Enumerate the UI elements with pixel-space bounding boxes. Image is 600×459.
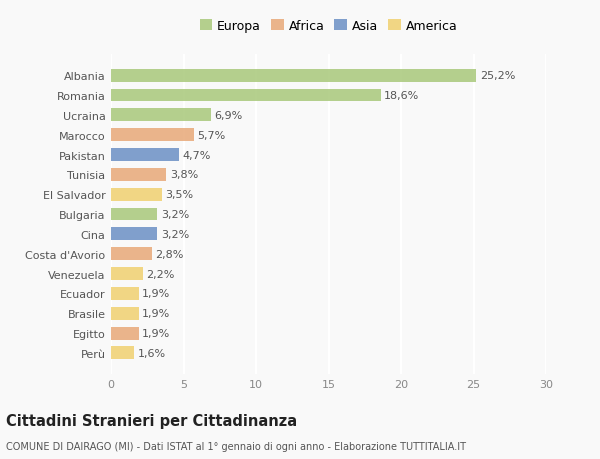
Text: 2,2%: 2,2% (146, 269, 175, 279)
Text: 2,8%: 2,8% (155, 249, 184, 259)
Bar (111, 129, 194, 142)
Bar (111, 90, 381, 102)
Bar (111, 347, 134, 359)
Bar (111, 168, 166, 181)
Bar (111, 70, 476, 83)
Text: 3,5%: 3,5% (166, 190, 193, 200)
Bar (111, 208, 157, 221)
Text: 3,2%: 3,2% (161, 230, 189, 239)
Bar (111, 149, 179, 162)
Bar (111, 268, 143, 280)
Text: 5,7%: 5,7% (197, 130, 226, 140)
Bar (111, 109, 211, 122)
Text: 18,6%: 18,6% (385, 91, 419, 101)
Text: 25,2%: 25,2% (480, 71, 515, 81)
Text: Cittadini Stranieri per Cittadinanza: Cittadini Stranieri per Cittadinanza (6, 413, 297, 428)
Text: 4,7%: 4,7% (183, 150, 211, 160)
Text: 1,9%: 1,9% (142, 328, 170, 338)
Text: 6,9%: 6,9% (215, 111, 243, 121)
Bar (111, 248, 152, 261)
Text: 1,9%: 1,9% (142, 289, 170, 299)
Bar (111, 188, 162, 201)
Bar (111, 287, 139, 300)
Text: 3,2%: 3,2% (161, 210, 189, 219)
Text: COMUNE DI DAIRAGO (MI) - Dati ISTAT al 1° gennaio di ogni anno - Elaborazione TU: COMUNE DI DAIRAGO (MI) - Dati ISTAT al 1… (6, 441, 466, 451)
Legend: Europa, Africa, Asia, America: Europa, Africa, Asia, America (200, 20, 457, 33)
Bar (111, 307, 139, 320)
Text: 1,9%: 1,9% (142, 308, 170, 319)
Bar (111, 327, 139, 340)
Text: 1,6%: 1,6% (138, 348, 166, 358)
Bar (111, 228, 157, 241)
Text: 3,8%: 3,8% (170, 170, 198, 180)
